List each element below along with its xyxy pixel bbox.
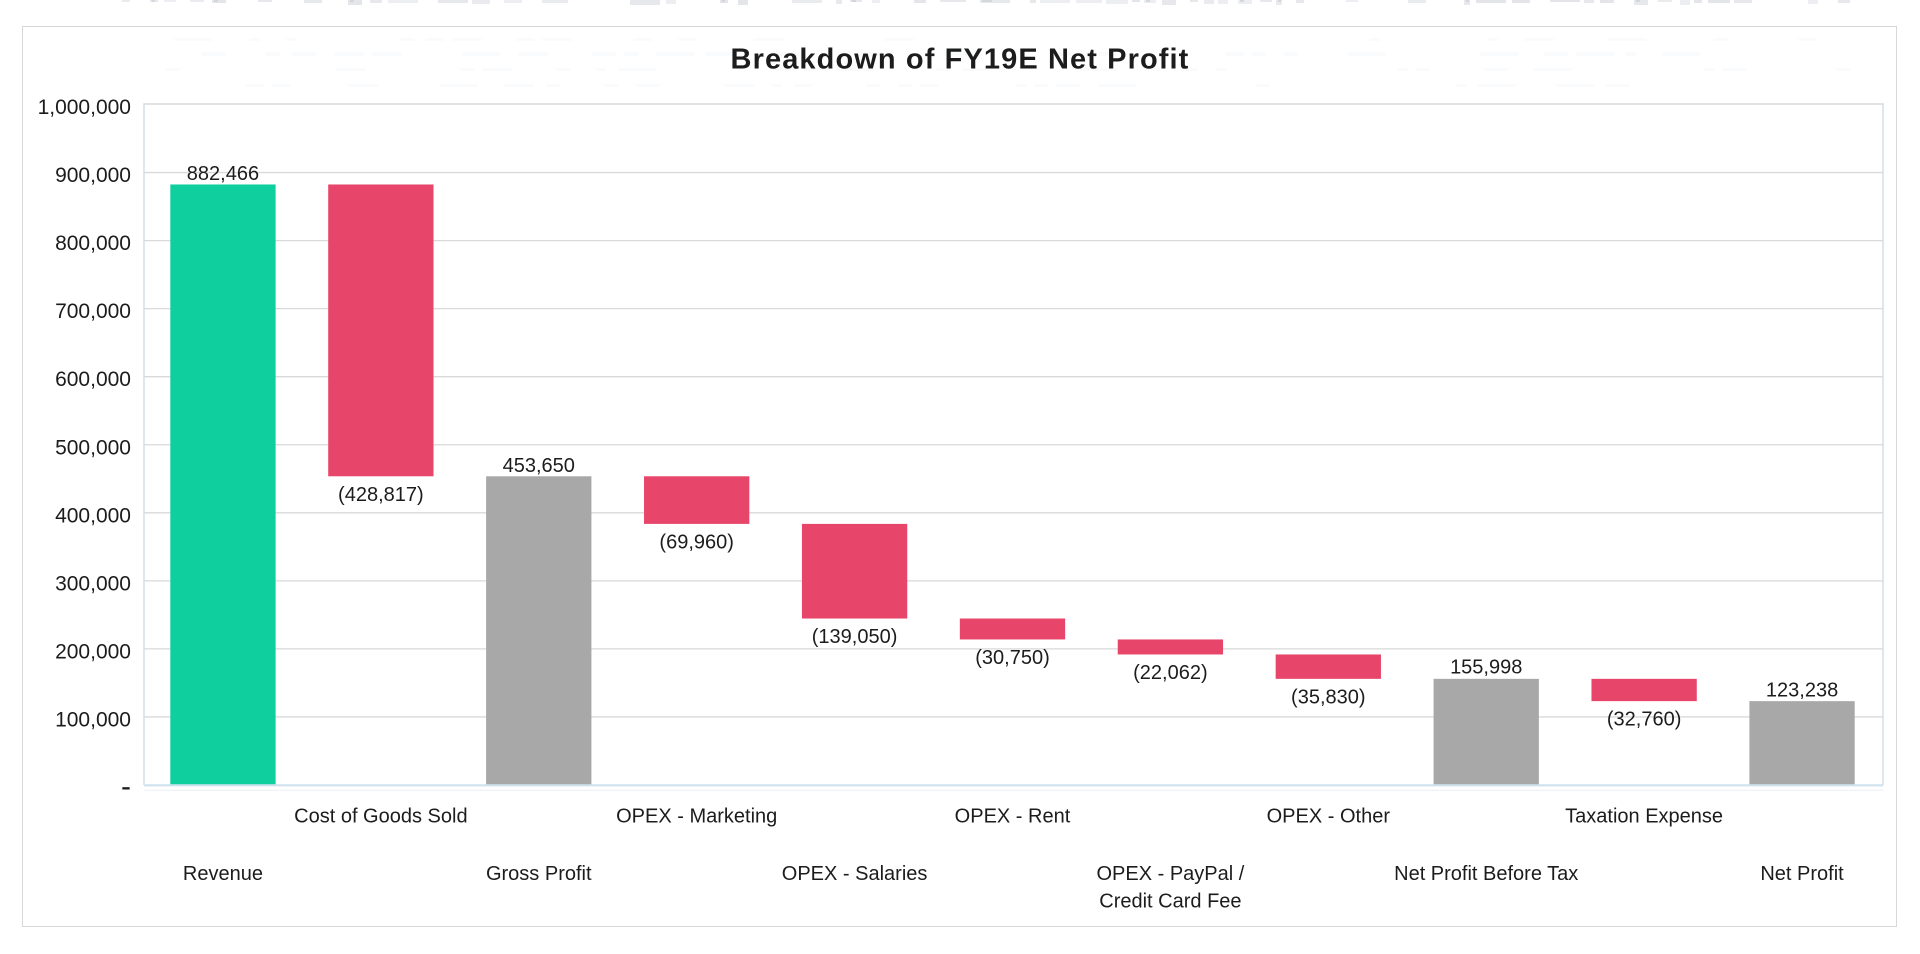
svg-text:Net Profit Before Tax: Net Profit Before Tax — [1394, 863, 1578, 885]
svg-text:100,000: 100,000 — [55, 708, 131, 731]
svg-text:Net Profit: Net Profit — [1760, 863, 1844, 885]
svg-text:Taxation Expense: Taxation Expense — [1565, 806, 1723, 828]
svg-text:400,000: 400,000 — [55, 504, 131, 527]
svg-text:OPEX - Salaries: OPEX - Salaries — [782, 863, 928, 885]
svg-text:(69,960): (69,960) — [659, 531, 734, 553]
svg-text:Gross Profit: Gross Profit — [486, 863, 592, 885]
svg-text:123,238: 123,238 — [1766, 680, 1838, 702]
svg-text:OPEX - Marketing: OPEX - Marketing — [616, 806, 777, 828]
svg-text:155,998: 155,998 — [1450, 656, 1522, 678]
svg-text:Revenue: Revenue — [183, 863, 263, 885]
svg-text:500,000: 500,000 — [55, 436, 131, 459]
svg-text:Cost of Goods Sold: Cost of Goods Sold — [294, 806, 467, 828]
svg-text:800,000: 800,000 — [55, 232, 131, 255]
svg-text:700,000: 700,000 — [55, 300, 131, 323]
svg-text:-: - — [121, 770, 131, 803]
svg-text:453,650: 453,650 — [503, 455, 575, 477]
svg-text:OPEX - Rent: OPEX - Rent — [955, 806, 1071, 828]
svg-text:600,000: 600,000 — [55, 368, 131, 391]
svg-text:900,000: 900,000 — [55, 164, 131, 187]
svg-text:300,000: 300,000 — [55, 572, 131, 595]
svg-text:(139,050): (139,050) — [812, 626, 898, 648]
svg-text:(32,760): (32,760) — [1607, 709, 1682, 731]
svg-text:1,000,000: 1,000,000 — [38, 96, 131, 119]
svg-text:Credit Card Fee: Credit Card Fee — [1099, 890, 1241, 912]
svg-text:Breakdown of FY19E Net Profit: Breakdown of FY19E Net Profit — [731, 44, 1190, 76]
svg-text:(428,817): (428,817) — [338, 484, 424, 506]
svg-text:OPEX - PayPal /: OPEX - PayPal / — [1096, 863, 1244, 885]
svg-text:(35,830): (35,830) — [1291, 686, 1366, 708]
svg-text:OPEX - Other: OPEX - Other — [1267, 806, 1391, 828]
svg-text:882,466: 882,466 — [187, 163, 259, 185]
svg-text:(22,062): (22,062) — [1133, 662, 1208, 684]
svg-text:200,000: 200,000 — [55, 640, 131, 663]
svg-text:(30,750): (30,750) — [975, 647, 1050, 669]
